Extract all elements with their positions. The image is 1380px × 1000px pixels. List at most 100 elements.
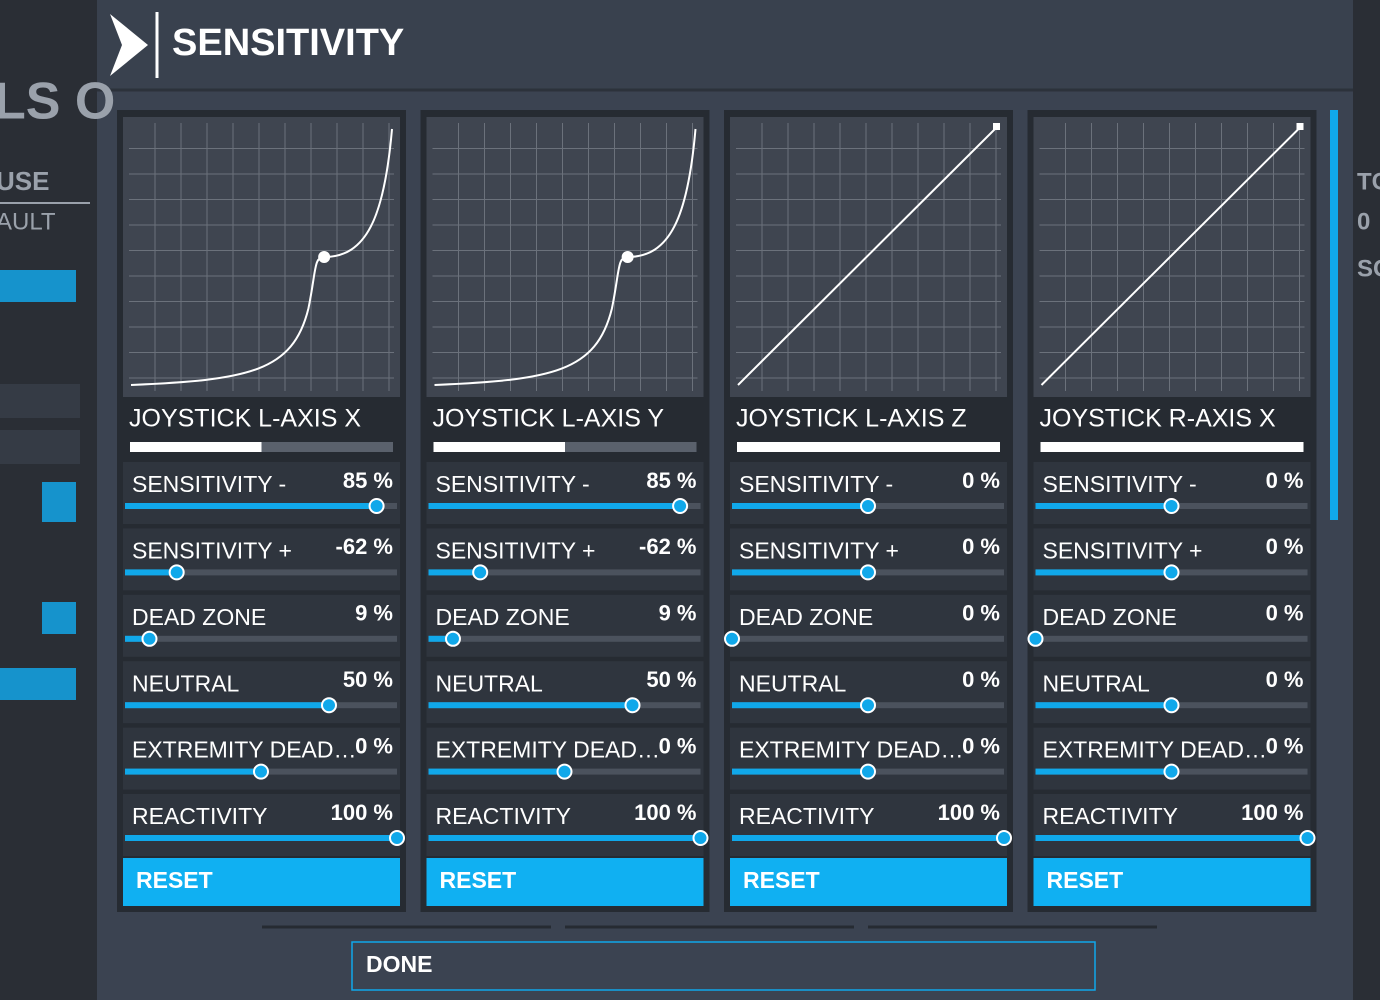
setting-label: EXTREMITY DEAD… bbox=[436, 737, 661, 763]
reset-button[interactable] bbox=[730, 858, 1007, 906]
setting-value: 50 % bbox=[646, 667, 696, 692]
bg-text: SC bbox=[1357, 255, 1380, 282]
setting-value: 0 % bbox=[962, 468, 1000, 493]
setting-label: REACTIVITY bbox=[739, 803, 874, 829]
slider-fill bbox=[428, 835, 701, 841]
reset-button[interactable] bbox=[123, 858, 400, 906]
setting-row bbox=[123, 462, 400, 524]
setting-label: NEUTRAL bbox=[436, 670, 544, 696]
slider-fill bbox=[732, 503, 868, 509]
slider-fill bbox=[1035, 835, 1308, 841]
setting-value: 0 % bbox=[355, 733, 393, 758]
reset-label[interactable]: RESET bbox=[1047, 867, 1124, 893]
slider-knob[interactable] bbox=[168, 564, 185, 581]
slider-track[interactable] bbox=[732, 635, 1004, 642]
slider-knob[interactable] bbox=[472, 564, 489, 581]
setting-label: EXTREMITY DEAD… bbox=[1043, 737, 1268, 763]
bg-arrow bbox=[42, 602, 76, 634]
done-label[interactable]: DONE bbox=[366, 951, 432, 977]
slider-knob[interactable] bbox=[141, 630, 158, 647]
setting-row bbox=[123, 794, 400, 856]
setting-value: 0 % bbox=[1266, 601, 1304, 626]
axis-name: JOYSTICK L-AXIS X bbox=[129, 405, 361, 433]
slider-fill bbox=[732, 768, 868, 775]
modal-header bbox=[97, 0, 1353, 90]
bg-text: USE bbox=[0, 166, 49, 196]
input-level bbox=[130, 442, 262, 452]
bg-search bbox=[0, 430, 80, 464]
response-curve bbox=[130, 128, 393, 386]
slider-knob[interactable] bbox=[624, 697, 641, 714]
setting-value: 100 % bbox=[938, 800, 1000, 825]
bg-search bbox=[0, 384, 80, 418]
input-level bbox=[737, 442, 1000, 452]
done-button[interactable] bbox=[351, 941, 1096, 991]
slider-track[interactable] bbox=[125, 569, 397, 576]
slider-knob[interactable] bbox=[1163, 498, 1180, 514]
setting-row bbox=[426, 661, 704, 724]
response-line bbox=[737, 126, 998, 386]
setting-value: 0 % bbox=[1266, 468, 1304, 493]
slider-knob[interactable] bbox=[860, 498, 876, 514]
slider-fill bbox=[1035, 702, 1172, 709]
setting-label: REACTIVITY bbox=[436, 803, 571, 829]
slider-knob[interactable] bbox=[1163, 697, 1180, 714]
slider-knob[interactable] bbox=[724, 630, 740, 647]
setting-value: 0 % bbox=[1266, 667, 1304, 692]
axis-name: JOYSTICK L-AXIS Z bbox=[736, 405, 967, 433]
reset-button[interactable] bbox=[1033, 858, 1311, 906]
slider-fill bbox=[428, 569, 481, 576]
setting-row bbox=[426, 462, 704, 524]
slider-knob[interactable] bbox=[556, 763, 573, 780]
slider-knob[interactable] bbox=[672, 498, 689, 514]
slider-knob[interactable] bbox=[860, 697, 876, 714]
setting-value: 9 % bbox=[355, 601, 393, 626]
neutral-point bbox=[621, 251, 634, 263]
slider-knob[interactable] bbox=[1299, 830, 1316, 846]
slider-knob[interactable] bbox=[1027, 630, 1044, 647]
slider-knob[interactable] bbox=[692, 830, 709, 846]
bg-dropdown bbox=[42, 482, 76, 522]
setting-row bbox=[1033, 794, 1311, 856]
setting-value: -62 % bbox=[336, 534, 393, 559]
end-point bbox=[1296, 123, 1304, 130]
reset-label[interactable]: RESET bbox=[136, 867, 213, 893]
setting-value: 85 % bbox=[646, 468, 696, 493]
setting-value: 0 % bbox=[962, 601, 1000, 626]
slider-track[interactable] bbox=[125, 635, 397, 642]
slider-knob[interactable] bbox=[368, 498, 385, 514]
scrollbar[interactable] bbox=[1330, 110, 1338, 520]
setting-value: 0 % bbox=[659, 733, 697, 758]
curve-graph bbox=[426, 117, 704, 397]
slider-track[interactable] bbox=[1035, 635, 1308, 642]
slider-fill bbox=[125, 768, 261, 775]
slider-fill bbox=[732, 835, 1004, 841]
slider-fill bbox=[125, 702, 329, 709]
slider-knob[interactable] bbox=[1163, 763, 1180, 780]
slider-track[interactable] bbox=[428, 569, 701, 576]
input-level bbox=[1040, 442, 1304, 452]
neutral-point bbox=[318, 251, 331, 263]
axis-name: JOYSTICK L-AXIS Y bbox=[433, 405, 665, 433]
setting-label: NEUTRAL bbox=[132, 670, 240, 696]
modal-title: SENSITIVITY bbox=[172, 22, 404, 64]
setting-label: EXTREMITY DEAD… bbox=[132, 737, 357, 763]
reset-label[interactable]: RESET bbox=[440, 867, 517, 893]
setting-label: SENSITIVITY - bbox=[1043, 471, 1197, 497]
slider-knob[interactable] bbox=[321, 697, 337, 714]
reset-label[interactable]: RESET bbox=[743, 867, 820, 893]
slider-knob[interactable] bbox=[389, 830, 405, 846]
setting-value: 100 % bbox=[331, 800, 393, 825]
slider-knob[interactable] bbox=[860, 564, 876, 581]
setting-row bbox=[426, 528, 704, 591]
slider-knob[interactable] bbox=[253, 763, 269, 780]
setting-value: 50 % bbox=[343, 667, 393, 692]
slider-knob[interactable] bbox=[444, 630, 461, 647]
slider-knob[interactable] bbox=[1163, 564, 1180, 581]
slider-fill bbox=[428, 635, 453, 642]
slider-knob[interactable] bbox=[860, 763, 876, 780]
slider-knob[interactable] bbox=[996, 830, 1012, 846]
reset-button[interactable] bbox=[426, 858, 704, 906]
slider-track[interactable] bbox=[428, 635, 701, 642]
